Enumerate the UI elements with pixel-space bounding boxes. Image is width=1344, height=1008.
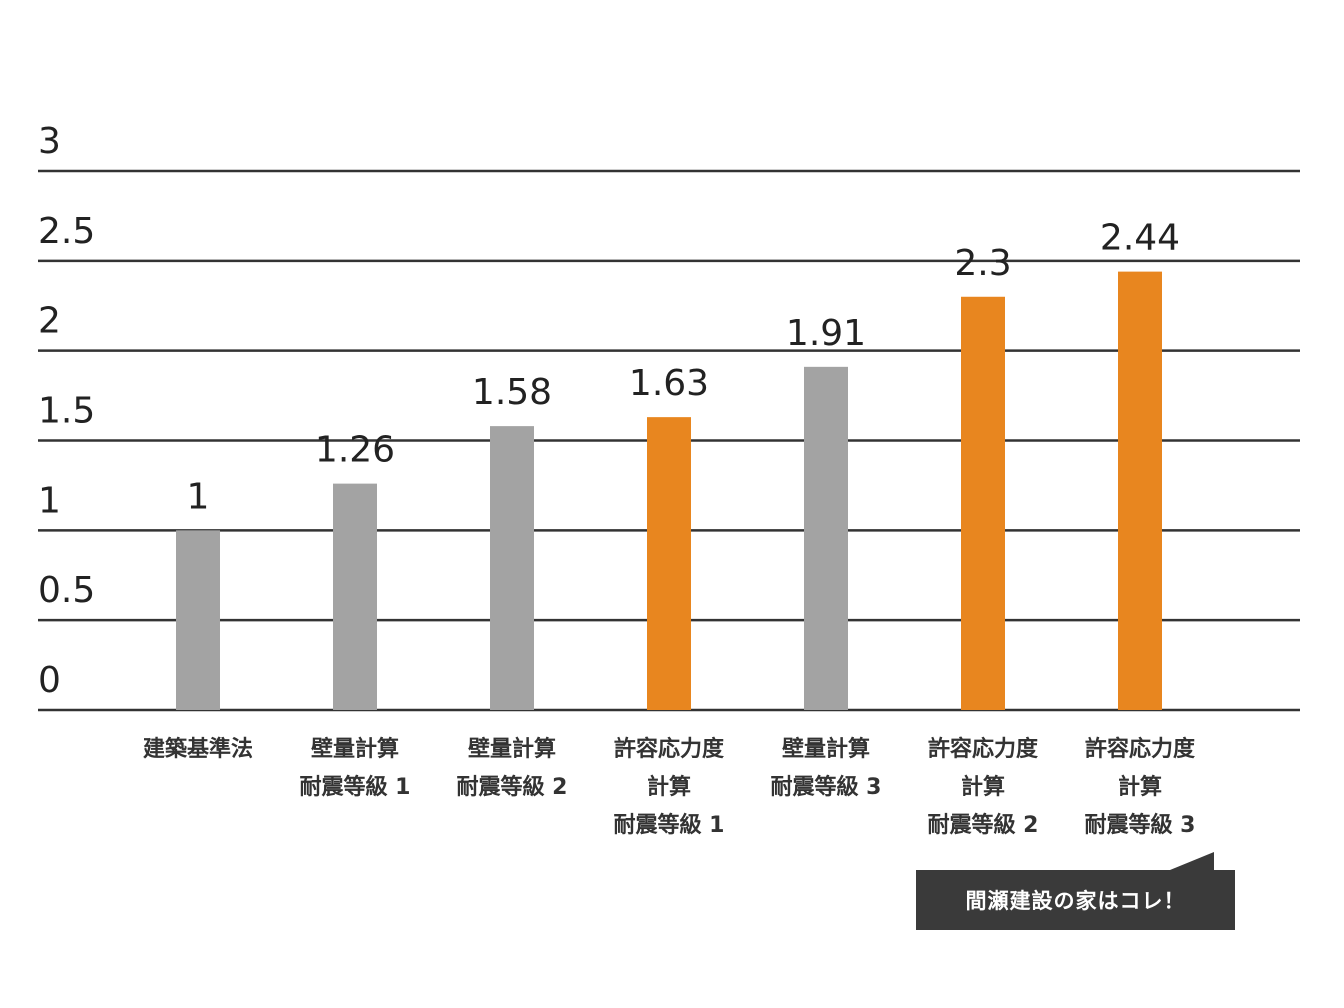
category-label: 壁量計算 bbox=[311, 736, 399, 762]
y-tick-label: 3 bbox=[38, 121, 61, 162]
y-tick-label: 2 bbox=[38, 301, 61, 342]
bar bbox=[490, 426, 534, 710]
bar bbox=[804, 366, 848, 710]
y-tick-label: 0 bbox=[38, 660, 61, 701]
callout-badge: 間瀬建設の家はコレ！ bbox=[916, 870, 1235, 930]
category-label: 許容応力度 bbox=[928, 736, 1039, 762]
value-label: 1 bbox=[187, 476, 210, 517]
category-label: 耐震等級 1 bbox=[614, 812, 725, 838]
category-label: 耐震等級 3 bbox=[771, 774, 882, 800]
bar bbox=[1118, 271, 1162, 710]
value-labels: 1 1.26 1.58 1.63 1.91 2.3 2.44 bbox=[187, 218, 1181, 518]
category-label: 許容応力度 bbox=[614, 736, 725, 762]
category-label: 許容応力度 bbox=[1085, 736, 1196, 762]
bar bbox=[647, 417, 691, 710]
y-tick-label: 2.5 bbox=[38, 211, 95, 252]
value-label: 1.91 bbox=[786, 313, 866, 354]
category-label: 計算 bbox=[647, 774, 691, 800]
category-label: 耐震等級 3 bbox=[1085, 812, 1196, 838]
value-label: 2.44 bbox=[1100, 218, 1180, 259]
y-tick-label: 1 bbox=[38, 480, 61, 521]
y-tick-label: 1.5 bbox=[38, 391, 95, 432]
category-label: 計算 bbox=[1118, 774, 1162, 800]
bar bbox=[333, 483, 377, 710]
value-label: 2.3 bbox=[954, 243, 1011, 284]
value-label: 1.58 bbox=[472, 372, 552, 413]
category-label: 壁量計算 bbox=[782, 736, 870, 762]
category-label: 建築基準法 bbox=[143, 736, 253, 762]
bars bbox=[176, 271, 1162, 710]
category-label: 耐震等級 2 bbox=[457, 774, 568, 800]
y-tick-label: 0.5 bbox=[38, 570, 95, 611]
y-axis-ticks: 0 0.5 1 1.5 2 2.5 3 bbox=[38, 121, 95, 701]
value-label: 1.63 bbox=[629, 363, 709, 404]
category-label: 計算 bbox=[961, 774, 1005, 800]
callout-pointer bbox=[1170, 852, 1214, 870]
value-label: 1.26 bbox=[315, 430, 395, 471]
category-label: 壁量計算 bbox=[468, 736, 556, 762]
category-label: 耐震等級 2 bbox=[928, 812, 1039, 838]
category-label: 耐震等級 1 bbox=[300, 774, 411, 800]
bar bbox=[176, 530, 220, 710]
bar bbox=[961, 296, 1005, 710]
